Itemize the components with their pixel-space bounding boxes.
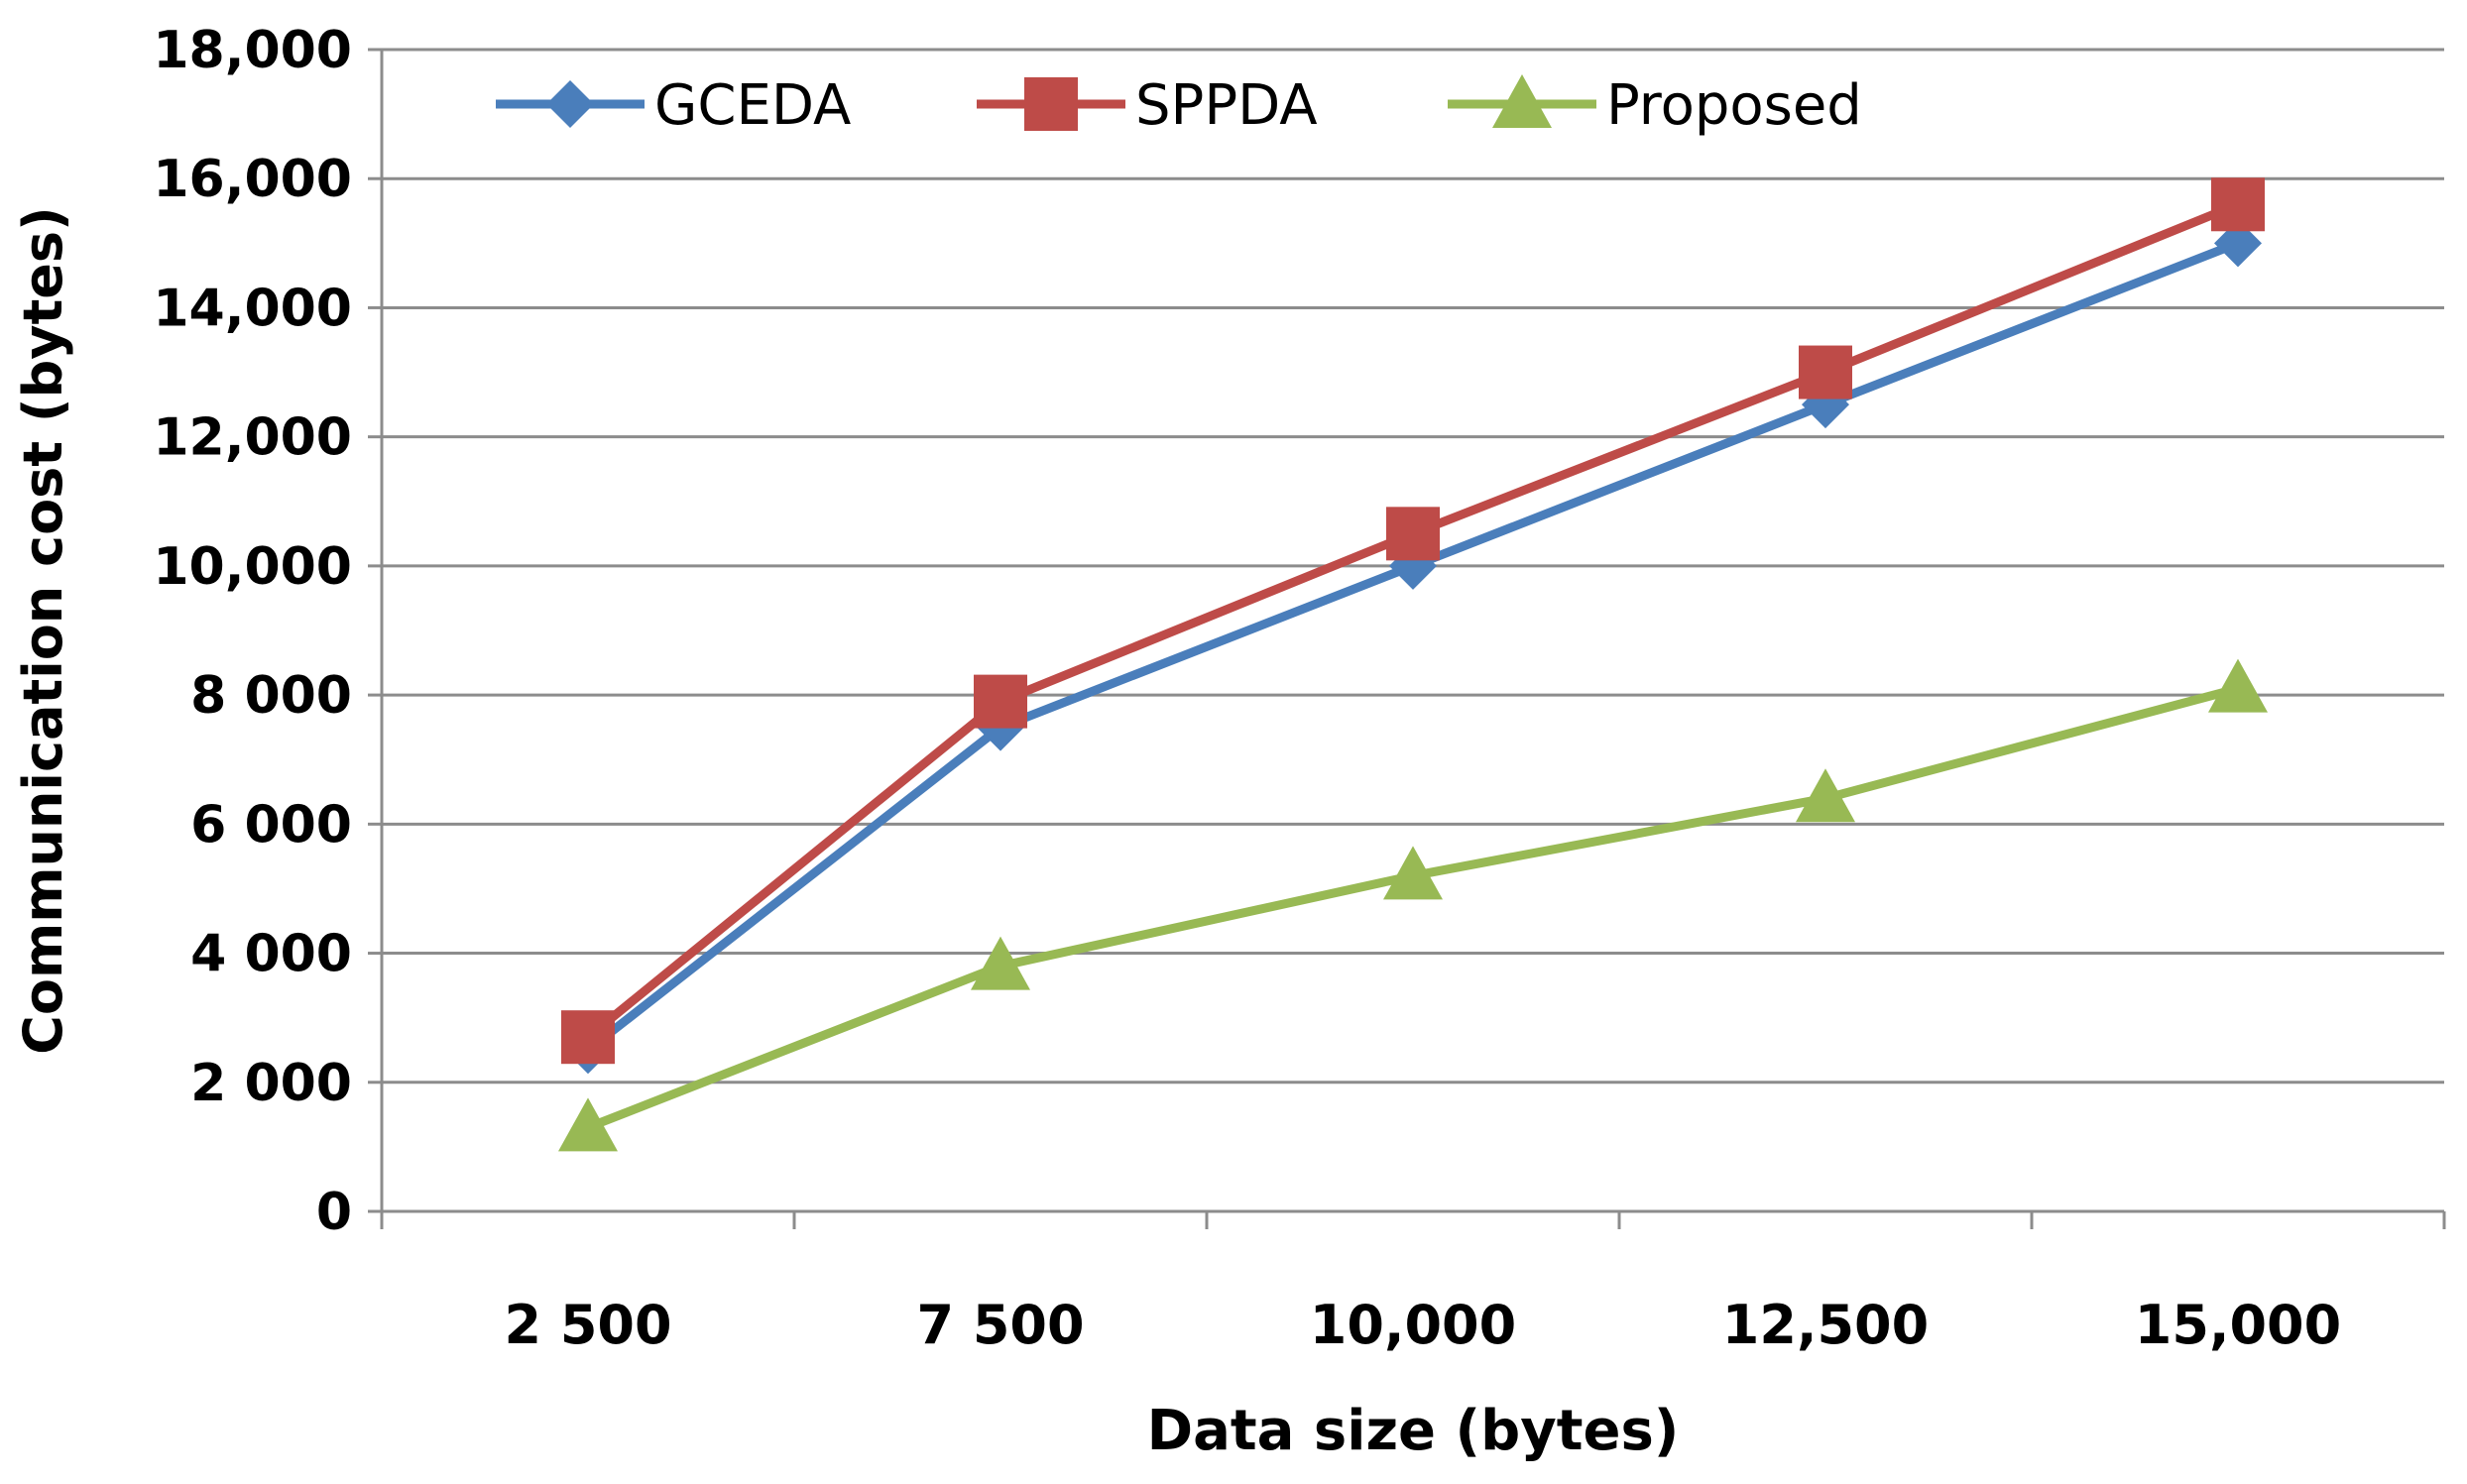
y-axis-title: Communication cost (bytes) <box>12 206 74 1054</box>
legend-marker-proposed <box>1492 74 1552 128</box>
x-tick-label: 7 500 <box>916 1294 1084 1356</box>
legend: GCEDA SPPDA Proposed <box>496 73 1862 138</box>
data-point-gceda <box>2214 219 2262 268</box>
series-line-sppda <box>585 200 2240 1041</box>
data-point-proposed <box>558 1097 618 1152</box>
y-tick-label: 6 000 <box>190 795 352 855</box>
data-point-proposed <box>1796 768 1855 823</box>
y-tick-label: 14,000 <box>153 279 352 338</box>
legend-marker-gceda <box>546 80 594 128</box>
y-tick-label: 10,000 <box>153 537 352 597</box>
data-point-proposed <box>2208 658 2268 713</box>
data-point-sppda <box>974 674 1027 729</box>
x-tick-labels: 2 500 7 500 10,000 12,500 15,000 <box>504 1294 2341 1356</box>
y-tick-label: 2 000 <box>190 1054 352 1113</box>
data-point-sppda <box>1799 345 1852 400</box>
x-tick-label: 15,000 <box>2135 1294 2341 1356</box>
y-tick-label: 16,000 <box>153 150 352 209</box>
y-tick-label: 18,000 <box>153 21 352 80</box>
series-line-gceda <box>585 239 2240 1054</box>
legend-label-proposed: Proposed <box>1606 73 1862 138</box>
x-tick-label: 2 500 <box>504 1294 671 1356</box>
data-point-sppda <box>561 1010 615 1065</box>
data-point-sppda <box>2211 177 2265 232</box>
y-tick-label: 4 000 <box>190 925 352 984</box>
axes <box>368 48 2446 1229</box>
y-tick-label: 12,000 <box>153 408 352 468</box>
data-point-sppda <box>1386 507 1440 561</box>
data-point-proposed <box>1383 846 1443 900</box>
x-tick-label: 10,000 <box>1310 1294 1516 1356</box>
series-lines <box>558 177 2268 1152</box>
x-axis-title: Data size (bytes) <box>1147 1399 1680 1463</box>
y-tick-labels: 0 2 000 4 000 6 000 8 000 10,000 12,000 14,000 1… <box>153 21 352 1242</box>
legend-marker-sppda <box>1024 77 1078 131</box>
series-line-proposed <box>586 684 2240 1132</box>
y-tick-label: 0 <box>316 1183 352 1242</box>
legend-label-gceda: GCEDA <box>654 73 851 138</box>
y-tick-label: 8 000 <box>190 666 352 726</box>
data-point-proposed <box>971 936 1030 990</box>
legend-label-sppda: SPPDA <box>1135 73 1318 138</box>
x-tick-label: 12,500 <box>1722 1294 1929 1356</box>
